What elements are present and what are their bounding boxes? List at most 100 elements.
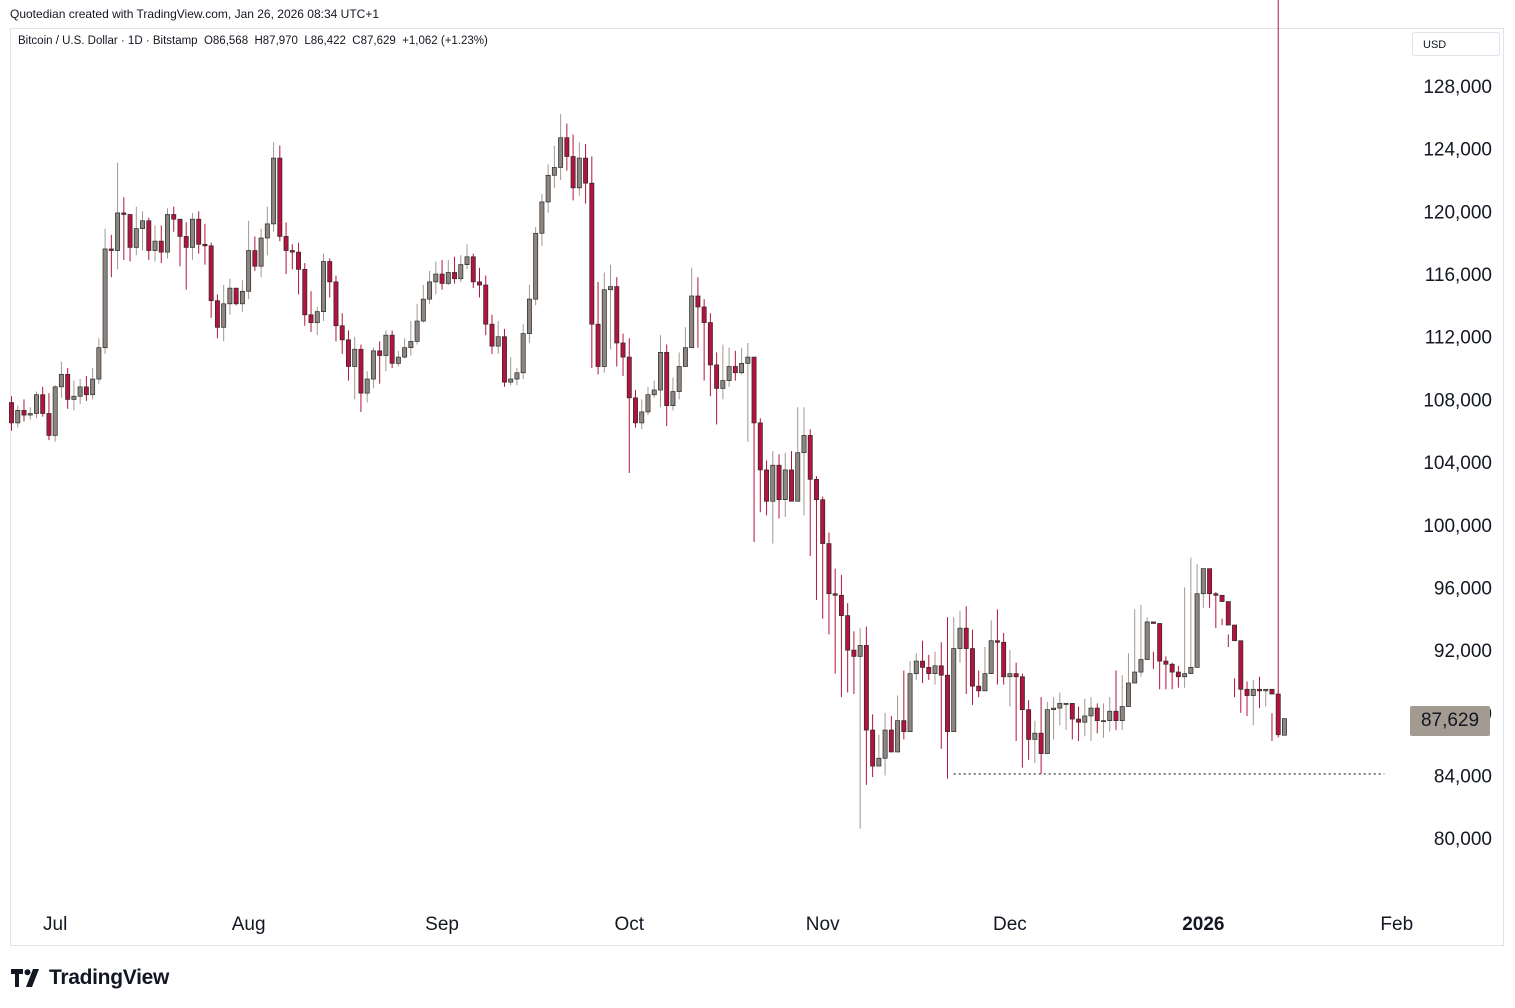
candle-body-down xyxy=(938,665,944,676)
candle xyxy=(633,389,638,428)
candle xyxy=(726,347,732,387)
candle-body-up xyxy=(739,363,745,374)
candle xyxy=(757,418,763,513)
candle-body-down xyxy=(121,212,127,215)
candle-body-down xyxy=(1038,732,1044,754)
candle xyxy=(651,380,657,398)
candle-body-down xyxy=(870,729,876,767)
candle-body-down xyxy=(701,306,707,323)
candle-body-up xyxy=(658,352,663,391)
candle xyxy=(1057,692,1063,726)
candle-body-down xyxy=(751,356,757,424)
candle xyxy=(1275,0,1281,738)
candle xyxy=(420,285,426,323)
candle-body-up xyxy=(601,289,607,367)
tradingview-logo[interactable]: TradingView xyxy=(11,966,169,990)
candle-body-down xyxy=(920,660,925,668)
chart-frame xyxy=(10,28,1504,946)
candle-body-up xyxy=(957,627,963,649)
candle xyxy=(452,256,457,284)
candle xyxy=(988,620,994,674)
candle-body-up xyxy=(221,303,227,328)
candle xyxy=(133,206,139,256)
candle-body-up xyxy=(745,356,751,364)
candle xyxy=(558,114,564,181)
candle xyxy=(1200,568,1206,608)
candle-body-up xyxy=(71,395,77,400)
candle-body-up xyxy=(1101,720,1106,722)
candle xyxy=(90,368,96,400)
candle-body-down xyxy=(439,273,445,284)
candle-body-down xyxy=(452,272,457,280)
candle xyxy=(533,227,539,306)
candle-body-down xyxy=(108,248,114,251)
candle-body-down xyxy=(1013,673,1019,678)
candle-body-up xyxy=(533,232,539,300)
candle xyxy=(165,208,170,259)
candle-body-down xyxy=(302,268,308,316)
candle xyxy=(46,393,52,441)
candle xyxy=(539,194,545,246)
candle xyxy=(739,347,745,375)
candle xyxy=(483,275,489,336)
currency-selector[interactable]: USD xyxy=(1412,32,1500,56)
candle-body-up xyxy=(152,240,158,251)
candle-body-up xyxy=(913,660,919,674)
candle xyxy=(389,330,395,369)
last-price-badge: 87,629 xyxy=(1410,706,1490,736)
candle xyxy=(851,631,857,694)
candle-body-up xyxy=(258,237,264,267)
candle xyxy=(970,629,975,705)
x-tick-label: Feb xyxy=(1380,914,1413,935)
x-tick-label: Nov xyxy=(806,914,840,935)
candle xyxy=(1101,703,1106,738)
candle xyxy=(65,368,71,409)
candle xyxy=(246,220,252,300)
candle-body-up xyxy=(1057,703,1063,709)
candle-body-up xyxy=(1107,710,1113,721)
candle xyxy=(1094,703,1100,734)
candle-body-down xyxy=(489,323,495,347)
candle-body-down xyxy=(327,261,333,283)
candle xyxy=(1001,632,1007,685)
candle xyxy=(277,145,283,242)
candle-body-up xyxy=(115,212,121,251)
candle xyxy=(121,197,127,260)
candle-body-up xyxy=(408,341,414,349)
candle-body-down xyxy=(171,214,177,220)
x-tick-label: Oct xyxy=(614,914,644,935)
candle-body-down xyxy=(252,250,258,267)
candle xyxy=(1175,665,1181,688)
candle xyxy=(1188,557,1194,674)
candle xyxy=(907,661,913,732)
candle xyxy=(845,603,851,693)
candle-body-up xyxy=(576,157,582,189)
candle-body-down xyxy=(1163,660,1169,665)
x-tick-label: Jul xyxy=(43,914,67,935)
candle-body-down xyxy=(65,373,71,400)
candle xyxy=(789,451,794,502)
candle xyxy=(352,336,358,400)
candle xyxy=(146,217,152,260)
candle xyxy=(514,368,520,386)
candle xyxy=(1250,679,1256,726)
candle-body-down xyxy=(633,397,638,424)
candle xyxy=(202,223,208,265)
candle-body-down xyxy=(502,336,507,383)
candle xyxy=(183,222,189,290)
candle-body-up xyxy=(395,356,401,364)
candle-body-up xyxy=(246,250,252,292)
candle-body-down xyxy=(202,243,208,247)
candle-body-down xyxy=(814,478,819,501)
candle xyxy=(701,299,707,381)
candle xyxy=(302,263,308,326)
candle-body-down xyxy=(970,648,975,687)
candle-body-up xyxy=(1032,732,1038,740)
candle xyxy=(1007,650,1013,707)
candle xyxy=(58,361,64,398)
candle-body-down xyxy=(945,674,950,732)
candle-body-down xyxy=(832,593,838,596)
candle-body-down xyxy=(1113,710,1119,721)
candle xyxy=(1213,592,1219,629)
